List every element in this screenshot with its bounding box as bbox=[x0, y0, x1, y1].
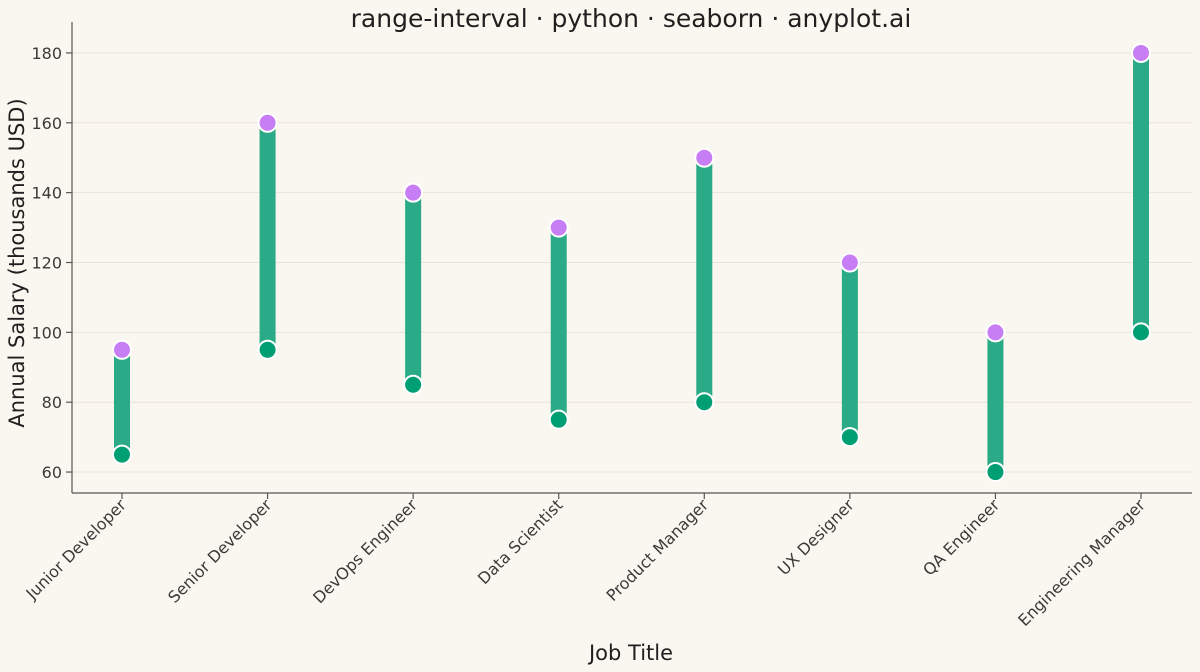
range-bar bbox=[259, 122, 276, 350]
range-bar bbox=[696, 157, 713, 403]
max-marker bbox=[694, 147, 715, 168]
min-marker bbox=[112, 444, 132, 465]
range-bar bbox=[987, 332, 1004, 473]
y-tick-label: 120 bbox=[31, 254, 62, 273]
y-tick-label: 180 bbox=[31, 44, 62, 63]
min-marker bbox=[985, 462, 1006, 483]
max-marker bbox=[839, 252, 860, 273]
min-marker bbox=[548, 409, 569, 430]
y-tick-label: 100 bbox=[31, 323, 62, 342]
range-bars bbox=[114, 52, 1149, 473]
max-marker bbox=[403, 182, 424, 203]
range-bar bbox=[550, 227, 567, 420]
y-tick-label: 60 bbox=[42, 463, 62, 482]
max-marker bbox=[985, 322, 1006, 343]
range-bar bbox=[405, 192, 422, 385]
min-marker bbox=[257, 339, 278, 360]
max-marker bbox=[112, 339, 132, 360]
range-markers bbox=[112, 42, 1151, 483]
range-bar bbox=[114, 349, 130, 455]
range-bar bbox=[841, 262, 858, 438]
max-marker bbox=[1131, 42, 1151, 63]
min-marker bbox=[839, 427, 860, 448]
y-axis-title: Annual Salary (thousands USD) bbox=[5, 98, 29, 427]
max-marker bbox=[257, 112, 278, 133]
chart-title: range-interval · python · seaborn · anyp… bbox=[351, 4, 912, 33]
x-axis-title: Job Title bbox=[587, 641, 673, 665]
y-axis: 60 80 100 120 140 160 180 bbox=[31, 22, 73, 493]
min-marker bbox=[1131, 322, 1151, 343]
y-tick-label: 80 bbox=[42, 393, 62, 412]
min-marker bbox=[403, 374, 424, 395]
y-tick-label: 140 bbox=[31, 184, 62, 203]
y-tick-label: 160 bbox=[31, 114, 62, 133]
max-marker bbox=[548, 217, 569, 238]
min-marker bbox=[694, 392, 715, 413]
range-bar bbox=[1133, 52, 1149, 333]
